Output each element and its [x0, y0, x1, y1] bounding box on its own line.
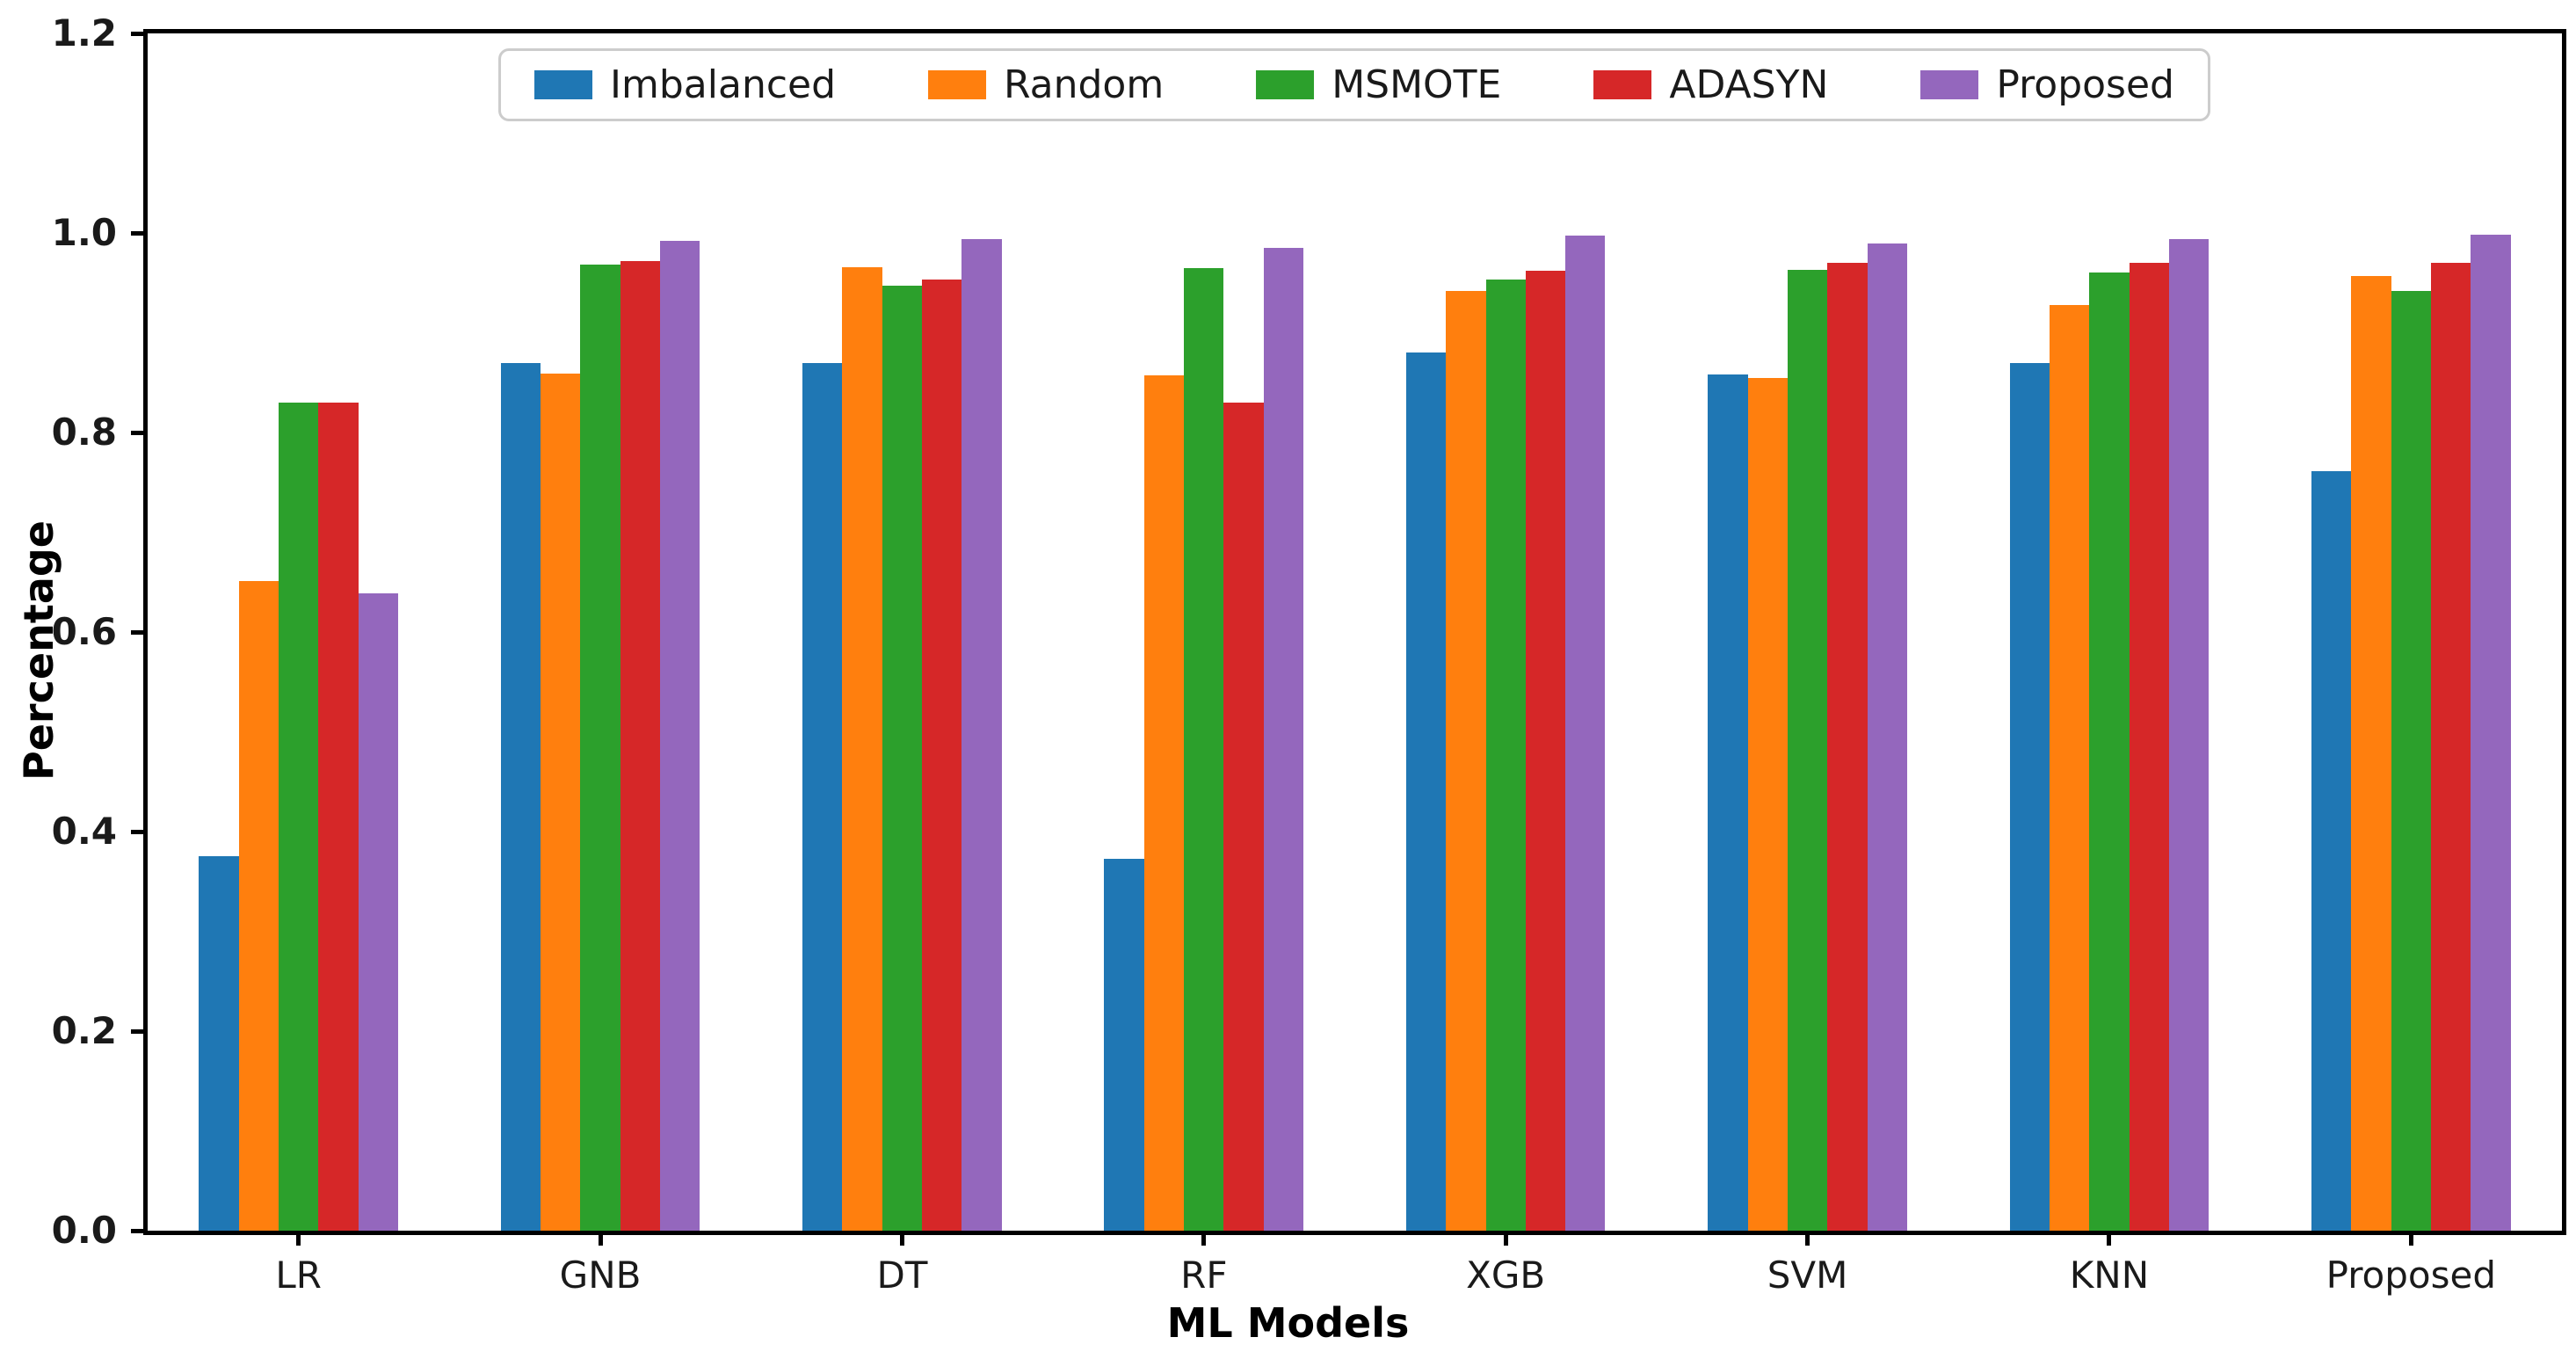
y-tick-mark: [131, 430, 146, 435]
bar-random-lr: [238, 581, 279, 1231]
bar-adasyn-proposed: [2430, 263, 2471, 1231]
x-tick-mark: [1201, 1231, 1207, 1246]
legend-item-msmote: MSMOTE: [1256, 62, 1501, 107]
legend-label: ADASYN: [1669, 62, 1829, 107]
bar-random-dt: [842, 266, 882, 1231]
bar-proposed-gnb: [660, 241, 700, 1231]
legend-swatch-icon: [534, 70, 593, 99]
y-tick-label: 0.8: [51, 411, 117, 454]
bar-adasyn-knn: [2129, 263, 2169, 1231]
legend: Imbalanced Random MSMOTE ADASYN Proposed: [498, 48, 2210, 121]
x-tick-label: SVM: [1767, 1254, 1848, 1297]
y-tick-mark: [131, 829, 146, 834]
bar-proposed-dt: [961, 238, 1002, 1231]
bar-imbalanced-rf: [1104, 858, 1144, 1231]
bar-proposed-svm: [1867, 243, 1907, 1231]
bar-imbalanced-gnb: [500, 362, 541, 1231]
legend-swatch-icon: [1593, 70, 1652, 99]
y-tick-label: 1.2: [51, 11, 117, 55]
bar-imbalanced-knn: [2009, 362, 2050, 1231]
bar-imbalanced-lr: [199, 856, 239, 1231]
bar-proposed-proposed: [2471, 235, 2511, 1231]
bar-adasyn-gnb: [620, 260, 661, 1231]
bar-msmote-rf: [1184, 267, 1224, 1231]
x-tick-label: Proposed: [2326, 1254, 2496, 1297]
bar-msmote-svm: [1787, 269, 1828, 1231]
bar-msmote-proposed: [2391, 290, 2431, 1231]
bar-msmote-dt: [882, 286, 923, 1231]
bar-adasyn-rf: [1223, 402, 1264, 1231]
bar-random-rf: [1143, 375, 1185, 1231]
bar-random-xgb: [1446, 290, 1486, 1231]
legend-item-adasyn: ADASYN: [1593, 62, 1828, 107]
y-tick-label: 0.6: [51, 610, 117, 653]
x-tick-mark: [899, 1231, 904, 1246]
legend-swatch-icon: [1920, 70, 1979, 99]
bar-adasyn-xgb: [1525, 271, 1566, 1231]
x-tick-mark: [296, 1231, 301, 1246]
bar-random-proposed: [2351, 275, 2391, 1231]
x-tick-mark: [2107, 1231, 2112, 1246]
bar-imbalanced-svm: [1708, 374, 1748, 1231]
x-tick-label: LR: [275, 1254, 322, 1297]
y-tick-label: 1.0: [51, 211, 117, 254]
y-tick-mark: [131, 230, 146, 236]
bar-msmote-gnb: [580, 265, 620, 1231]
x-tick-mark: [1503, 1231, 1508, 1246]
bar-adasyn-dt: [922, 280, 962, 1231]
bar-imbalanced-proposed: [2311, 471, 2352, 1231]
x-tick-label: GNB: [559, 1254, 642, 1297]
bar-random-svm: [1747, 377, 1788, 1231]
bar-proposed-rf: [1263, 248, 1304, 1231]
bar-adasyn-lr: [318, 402, 359, 1231]
y-tick-mark: [131, 629, 146, 635]
y-tick-label: 0.0: [51, 1209, 117, 1252]
y-tick-mark: [131, 1228, 146, 1233]
bar-imbalanced-dt: [802, 362, 843, 1231]
bar-msmote-knn: [2089, 273, 2130, 1231]
bar-msmote-xgb: [1485, 280, 1526, 1231]
y-axis-title: Percentage: [15, 520, 62, 781]
bar-random-knn: [2049, 304, 2090, 1231]
y-tick-label: 0.2: [51, 1009, 117, 1052]
legend-label: Random: [1004, 62, 1165, 107]
y-tick-mark: [131, 1028, 146, 1034]
bar-adasyn-svm: [1827, 263, 1868, 1231]
bar-proposed-lr: [358, 592, 398, 1231]
legend-swatch-icon: [928, 70, 987, 99]
x-tick-mark: [1805, 1231, 1810, 1246]
x-tick-label: DT: [876, 1254, 928, 1297]
x-axis-title: ML Models: [1166, 1299, 1410, 1347]
legend-label: Proposed: [1996, 62, 2174, 107]
bar-msmote-lr: [279, 402, 319, 1231]
x-tick-mark: [2408, 1231, 2413, 1246]
legend-item-proposed: Proposed: [1920, 62, 2174, 107]
x-tick-label: KNN: [2069, 1254, 2150, 1297]
legend-swatch-icon: [1256, 70, 1315, 99]
bar-proposed-xgb: [1565, 236, 1606, 1231]
x-tick-mark: [598, 1231, 603, 1246]
bar-random-gnb: [541, 374, 581, 1231]
x-tick-label: XGB: [1466, 1254, 1546, 1297]
y-tick-mark: [131, 31, 146, 36]
legend-label: Imbalanced: [610, 62, 837, 107]
legend-item-imbalanced: Imbalanced: [534, 62, 836, 107]
y-tick-label: 0.4: [51, 810, 117, 853]
x-tick-label: RF: [1180, 1254, 1228, 1297]
bar-proposed-knn: [2168, 238, 2210, 1231]
bar-imbalanced-xgb: [1405, 352, 1447, 1231]
legend-item-random: Random: [928, 62, 1164, 107]
legend-label: MSMOTE: [1332, 62, 1502, 107]
